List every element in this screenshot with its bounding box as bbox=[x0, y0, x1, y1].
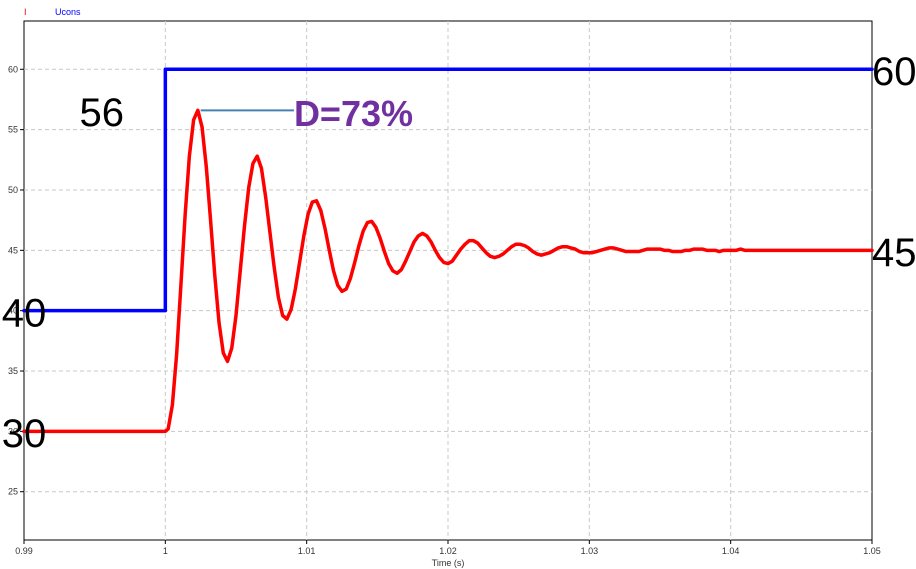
annotations: 56 D=73% 60 40 45 30 bbox=[2, 50, 916, 456]
legend-entry-ucons: Ucons bbox=[55, 7, 81, 17]
x-tick-label: 1.03 bbox=[581, 546, 599, 556]
x-ticks: 0.99 1 1.01 1.02 1.03 1.04 1.05 bbox=[15, 540, 881, 556]
x-axis-label: Time (s) bbox=[432, 558, 465, 568]
y-ticks: 25 30 35 40 45 50 55 60 bbox=[8, 64, 24, 497]
x-tick-label: 0.99 bbox=[15, 546, 33, 556]
series bbox=[22, 67, 874, 434]
x-tick-label: 1.04 bbox=[722, 546, 740, 556]
legend: I Ucons bbox=[24, 7, 81, 17]
y-tick-label: 50 bbox=[8, 185, 18, 195]
y-tick-label: 40 bbox=[8, 306, 18, 316]
annotation-value: 30 bbox=[2, 412, 47, 456]
y-tick-label: 25 bbox=[8, 487, 18, 497]
series-line-i bbox=[22, 108, 874, 434]
legend-entry-i: I bbox=[24, 7, 27, 17]
annotation-value: 56 bbox=[79, 91, 124, 135]
x-tick-label: 1.02 bbox=[439, 546, 457, 556]
series-line-ucons bbox=[22, 67, 874, 313]
annotation-overshoot: D=73% bbox=[294, 93, 413, 134]
y-tick-label: 55 bbox=[8, 125, 18, 135]
x-tick-label: 1.05 bbox=[863, 546, 881, 556]
y-tick-label: 60 bbox=[8, 64, 18, 74]
y-tick-label: 30 bbox=[8, 426, 18, 436]
annotation-value: 40 bbox=[2, 291, 47, 335]
x-tick-label: 1 bbox=[163, 546, 168, 556]
annotation-value: 60 bbox=[872, 50, 916, 94]
x-tick-label: 1.01 bbox=[298, 546, 316, 556]
y-tick-label: 35 bbox=[8, 366, 18, 376]
y-tick-label: 45 bbox=[8, 245, 18, 255]
annotation-value: 45 bbox=[872, 231, 916, 275]
